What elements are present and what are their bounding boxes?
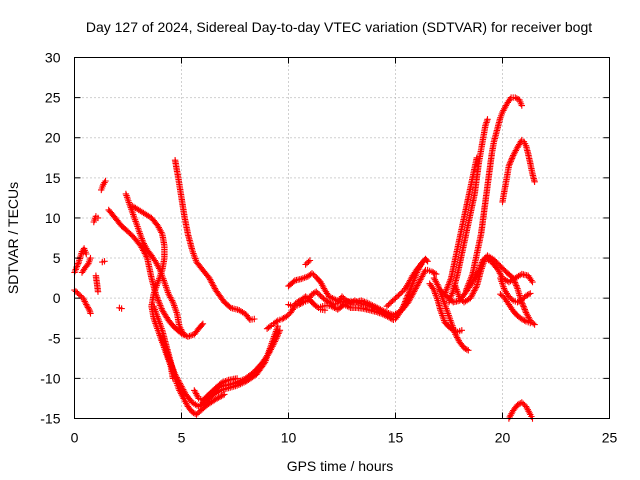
series-trace-ah bbox=[499, 136, 538, 206]
series-trace-aa bbox=[430, 274, 472, 354]
x-tick-label: 10 bbox=[281, 430, 297, 446]
grid bbox=[74, 57, 610, 419]
series-trace-ai bbox=[497, 274, 534, 306]
y-tick-label: 30 bbox=[45, 50, 61, 66]
series-trace-n bbox=[191, 327, 284, 404]
x-axis-title: GPS time / hours bbox=[287, 458, 394, 474]
y-axis-title: SDTVAR / TECUs bbox=[5, 182, 21, 294]
series-trace-c bbox=[78, 254, 94, 276]
y-tick-label: -15 bbox=[40, 411, 60, 427]
series-trace-ag bbox=[441, 154, 480, 298]
plot-frame bbox=[74, 57, 610, 419]
x-tick-label: 25 bbox=[602, 430, 618, 446]
x-tick-labels: 0 5 10 15 20 25 bbox=[71, 430, 618, 446]
series-trace-r bbox=[285, 270, 397, 319]
x-tick-label: 5 bbox=[178, 430, 186, 446]
series-trace-p bbox=[171, 157, 258, 323]
series-trace-f bbox=[98, 177, 109, 194]
y-tick-label: 0 bbox=[53, 290, 61, 306]
y-tick-label: 5 bbox=[53, 250, 61, 266]
axis-ticks bbox=[74, 57, 610, 419]
y-tick-label: 15 bbox=[45, 170, 61, 186]
series-trace-y bbox=[392, 266, 429, 318]
x-tick-label: 20 bbox=[495, 430, 511, 446]
data-points bbox=[71, 94, 538, 422]
series-trace-v bbox=[317, 306, 329, 314]
series-trace-ak bbox=[497, 291, 534, 327]
series-trace-u bbox=[302, 257, 314, 268]
series-trace-af bbox=[445, 116, 491, 306]
series-trace-g bbox=[99, 258, 108, 266]
y-tick-label: -5 bbox=[48, 330, 61, 346]
x-tick-label: 15 bbox=[388, 430, 404, 446]
series-trace-ae bbox=[462, 94, 525, 294]
series-trace-t bbox=[263, 322, 275, 332]
y-tick-label: 20 bbox=[45, 130, 61, 146]
y-tick-label: 25 bbox=[45, 90, 61, 106]
series-trace-ab bbox=[424, 266, 440, 278]
series-trace-d bbox=[90, 213, 102, 226]
series-trace-e bbox=[92, 272, 102, 295]
chart-title: Day 127 of 2024, Sidereal Day-to-day VTE… bbox=[86, 19, 592, 35]
series-trace-x bbox=[383, 261, 425, 310]
y-tick-label: 10 bbox=[45, 210, 61, 226]
series-trace-o bbox=[199, 375, 241, 406]
y-tick-label: -10 bbox=[40, 370, 60, 386]
series-trace-j bbox=[122, 190, 187, 338]
x-tick-label: 0 bbox=[71, 430, 79, 446]
series-trace-h bbox=[116, 304, 125, 312]
y-tick-labels: -15 -10 -5 0 5 10 15 20 25 30 bbox=[40, 50, 60, 427]
